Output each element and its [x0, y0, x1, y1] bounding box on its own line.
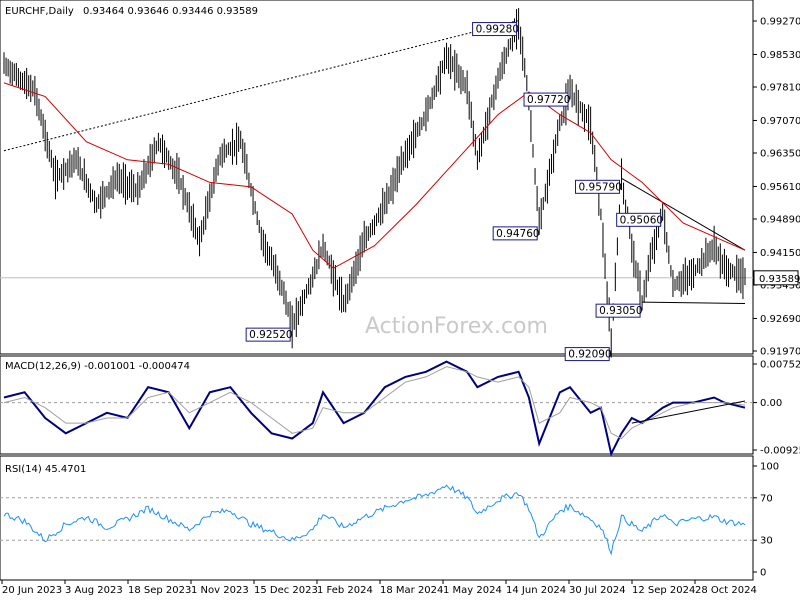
annotation-label: 0.95060: [620, 214, 663, 226]
price-tick-label: 0.97070: [760, 116, 800, 127]
main-panel-frame: [0, 0, 754, 355]
date-tick-label: 15 Dec 2023: [254, 585, 318, 596]
trendlines: [3, 20, 746, 305]
date-tick-label: 12 Sep 2024: [632, 585, 695, 596]
rsi-panel-frame: [0, 455, 754, 581]
annotation-box: [245, 327, 291, 342]
date-tick-label: 28 Oct 2024: [695, 585, 757, 596]
annotation-label: 0.94760: [496, 228, 539, 240]
annotation-box: [616, 212, 662, 227]
price-tick-label: 0.94890: [760, 215, 800, 226]
price-axis: 0.99270 0.98530 0.97810 0.97070 0.96350 0.956…: [753, 17, 800, 358]
rsi-tick-label: 70: [760, 493, 773, 504]
annotation-label: 0.92520: [249, 329, 292, 341]
macd-tick-label: 0.007526: [760, 360, 800, 371]
date-tick-label: 14 Jun 2024: [506, 585, 566, 596]
ohlc-values: 0.93464 0.93646 0.93446 0.93589: [83, 6, 258, 17]
macd-indicator: 0.007526 0.00 -0.009252: [0, 360, 800, 457]
macd-trendline: [631, 400, 746, 424]
date-tick-label: 18 Mar 2024: [380, 585, 443, 596]
date-tick-label: 1 May 2024: [443, 585, 502, 596]
annotation-label: 0.95790: [579, 181, 622, 193]
price-tick-label: 0.94150: [760, 248, 800, 259]
date-tick-label: 1 Nov 2023: [191, 585, 249, 596]
price-tick-label: 0.93430: [760, 281, 800, 292]
annotation-box: [523, 92, 569, 107]
rsi-indicator: 100 70 30 0: [0, 462, 779, 579]
macd-signal-line: [3, 366, 746, 440]
moving-average: [3, 82, 746, 269]
ma-line: [3, 82, 746, 269]
macd-tick-label: -0.009252: [760, 446, 800, 457]
trendline: [642, 301, 746, 305]
price-tick-label: 0.96350: [760, 149, 800, 160]
date-axis: 20 Jun 2023 3 Aug 2023 18 Sep 2023 1 Nov 20…: [1, 580, 757, 596]
macd-tick-label: 0.00: [760, 398, 782, 409]
annotation-label: 0.99280: [476, 24, 519, 36]
current-price-box: [753, 270, 799, 286]
annotation-label: 0.93050: [599, 305, 642, 317]
rsi-title: RSI(14) 45.4701: [5, 464, 86, 475]
price-tick-label: 0.97810: [760, 83, 800, 94]
price-tick-label: 0.99270: [760, 17, 800, 28]
price-tick-label: 0.92690: [760, 314, 800, 325]
price-tick-label: 0.98530: [760, 50, 800, 61]
annotation-box: [472, 22, 518, 37]
watermark: ActionForex.com: [365, 314, 548, 339]
date-tick-label: 18 Sep 2023: [128, 585, 191, 596]
macd-line: [3, 360, 746, 457]
annotation-box: [492, 226, 538, 241]
price-annotations: 0.99280 0.97720 0.94760 0.95790 0.95060 0.930…: [245, 22, 663, 362]
date-tick-label: 1 Feb 2024: [317, 585, 373, 596]
price-tick-label: 0.91970: [760, 347, 800, 358]
current-price-label: 0.93589: [759, 274, 800, 285]
annotation-label: 0.97720: [527, 94, 570, 106]
trendline: [621, 177, 746, 251]
rsi-tick-label: 0: [760, 568, 766, 579]
price-tick-label: 0.95610: [760, 182, 800, 193]
date-tick-label: 3 Aug 2023: [65, 585, 123, 596]
macd-title: MACD(12,26,9) -0.001001 -0.000474: [5, 361, 190, 372]
annotation-box: [564, 347, 610, 362]
annotation-label: 0.92090: [568, 349, 611, 361]
annotation-box: [575, 179, 620, 194]
macd-panel-frame: [0, 355, 754, 455]
rsi-tick-label: 100: [760, 462, 779, 473]
rsi-tick-label: 30: [760, 536, 773, 547]
date-tick-label: 20 Jun 2023: [2, 585, 62, 596]
rsi-line: [3, 484, 746, 556]
date-tick-label: 30 Jul 2024: [569, 585, 626, 596]
main-chart-title: EURCHF,Daily 0.93464 0.93646 0.93446 0.9…: [5, 6, 258, 17]
annotation-box: [595, 303, 641, 318]
trendline: [3, 20, 519, 152]
symbol-label: EURCHF,Daily: [5, 6, 74, 17]
